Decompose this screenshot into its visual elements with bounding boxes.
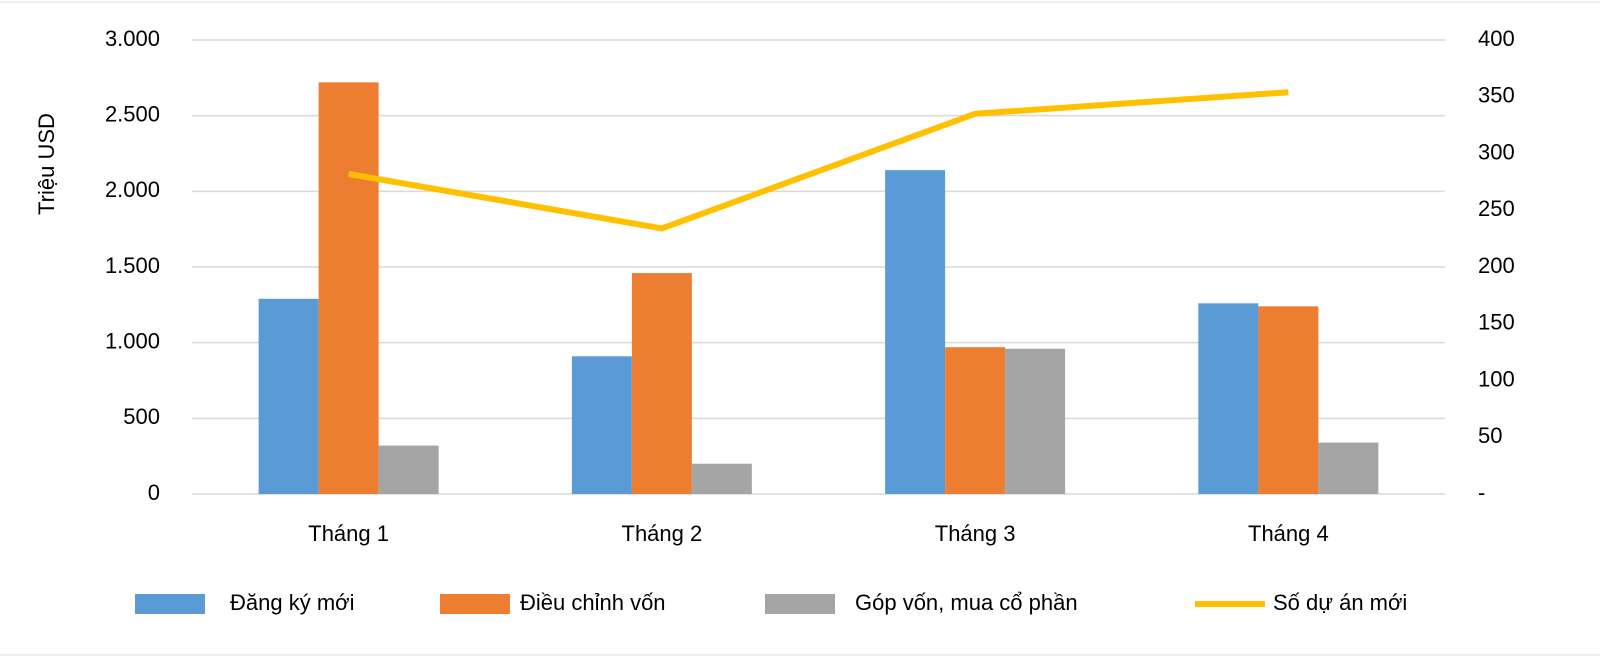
y2-tick-label: - [1478,480,1485,505]
y2-tick-label: 200 [1478,253,1515,278]
y-tick-label: 0 [148,480,160,505]
y-tick-label: 500 [123,404,160,429]
bar [1258,306,1319,494]
y-tick-label: 2.500 [105,101,160,126]
line-series [348,89,1289,232]
x-tick-label: Tháng 4 [1248,521,1329,546]
legend-label: Số dự án mới [1273,590,1407,615]
bar [1005,348,1066,494]
y-tick-label: 1.000 [105,328,160,353]
y2-tick-label: 50 [1478,423,1502,448]
bar [885,170,946,494]
y2-tick-label: 250 [1478,196,1515,221]
bar [1198,303,1259,494]
x-tick-label: Tháng 3 [935,521,1016,546]
y2-tick-label: 150 [1478,310,1515,335]
y-tick-label: 3.000 [105,26,160,51]
x-tick-label: Tháng 1 [308,521,389,546]
bar [945,347,1006,494]
legend-swatch [135,594,205,614]
x-tick-label: Tháng 2 [622,521,703,546]
bar [318,82,379,494]
y-tick-label: 2.000 [105,177,160,202]
legend-swatch [765,594,835,614]
legend-swatch [440,594,510,614]
legend-label: Góp vốn, mua cổ phần [855,590,1078,615]
bar [1318,442,1379,494]
y-tick-label: 1.500 [105,253,160,278]
y2-tick-label: 100 [1478,366,1515,391]
y2-tick-label: 350 [1478,83,1515,108]
bar [571,356,632,494]
y2-tick-label: 400 [1478,26,1515,51]
y-axis-label: Triệu USD [34,113,59,215]
legend-label: Điều chỉnh vốn [520,590,666,615]
bar [378,445,439,494]
y2-tick-label: 300 [1478,139,1515,164]
legend-label: Đăng ký mới [230,590,354,615]
bar [631,273,692,494]
bar [258,298,319,494]
bar [691,463,752,494]
